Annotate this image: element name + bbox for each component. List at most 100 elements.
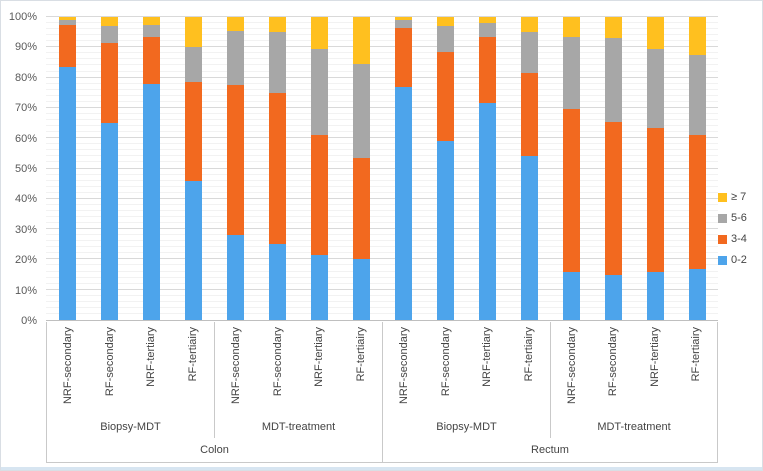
- bar-segment-0-2: [688, 268, 706, 320]
- minor-gridline: [46, 215, 718, 217]
- bar-slot: [214, 17, 256, 320]
- bar: [478, 17, 496, 320]
- bar-segment-≥ 7: [436, 17, 454, 27]
- bar-segment-3-4: [478, 36, 496, 104]
- legend-label: 3-4: [731, 233, 747, 245]
- bar-segment-5-6: [226, 30, 244, 86]
- bar: [268, 17, 286, 320]
- bar-segment-5-6: [310, 48, 328, 136]
- major-gridline: [46, 137, 718, 139]
- bar: [520, 17, 538, 320]
- bar-segment-0-2: [226, 235, 244, 320]
- legend-swatch: [718, 192, 727, 202]
- bar-label-slot: RF-tertiairy: [508, 322, 550, 416]
- bar-segment-5-6: [58, 20, 76, 25]
- bar-slot: [550, 17, 592, 320]
- minor-gridline: [46, 234, 718, 236]
- bar-segment-3-4: [352, 157, 370, 260]
- y-axis-tick-label: 50%: [14, 163, 37, 175]
- bar-segment-0-2: [58, 67, 76, 320]
- bar-segment-0-2: [310, 254, 328, 320]
- bar-slot: [676, 17, 718, 320]
- bar-segment-5-6: [478, 23, 496, 37]
- legend-item: 0-2: [718, 254, 760, 266]
- legend-label: 5-6: [731, 212, 747, 224]
- axis-subgroup-cell: NRF-secondary RF-secondary NRF-tertiary RF-…: [550, 322, 718, 438]
- bar-category-label: RF-secondary: [103, 327, 116, 397]
- bar-label-slot: NRF-tertiary: [299, 322, 341, 416]
- minor-gridline: [46, 119, 718, 121]
- bar-label-slot: RF-tertiairy: [340, 322, 382, 416]
- major-gridline: [46, 288, 718, 290]
- axis-subgroup-cell: NRF-secondary RF-secondary NRF-tertiary RF-…: [46, 322, 214, 438]
- bar-category-label: NRF-tertiary: [481, 327, 494, 387]
- minor-gridline: [46, 112, 718, 114]
- bar-segment-≥ 7: [646, 17, 664, 49]
- figure-bottom-border: [1, 467, 762, 470]
- bar-slot: [88, 17, 130, 320]
- y-axis-tick-label: 90%: [14, 41, 37, 54]
- bar-label-slot: NRF-tertiary: [467, 322, 509, 416]
- minor-gridline: [46, 203, 718, 205]
- y-axis-tick-label: 20%: [14, 254, 37, 267]
- minor-gridline: [46, 312, 718, 314]
- subgroup-label: Biopsy-MDT: [100, 421, 161, 433]
- bar-segment-3-4: [58, 24, 76, 67]
- y-axis-tick-label: 0%: [21, 315, 37, 327]
- minor-gridline: [46, 88, 718, 90]
- bar-label-slot: NRF-secondary: [47, 322, 89, 416]
- bar-segment-5-6: [436, 26, 454, 52]
- bar-slot: [130, 17, 172, 320]
- bar-category-label: NRF-tertiary: [145, 327, 158, 387]
- minor-gridline: [46, 125, 718, 127]
- legend-swatch: [718, 213, 727, 223]
- bar-segment-0-2: [520, 156, 538, 320]
- bar-slot: [340, 17, 382, 320]
- bar-segment-3-4: [520, 73, 538, 157]
- major-gridline: [46, 258, 718, 260]
- bar-segment-≥ 7: [142, 17, 160, 25]
- minor-gridline: [46, 276, 718, 278]
- bar: [352, 17, 370, 320]
- bar-slot: [298, 17, 340, 320]
- major-gridline: [46, 106, 718, 108]
- bar-segment-3-4: [436, 51, 454, 142]
- minor-gridline: [46, 161, 718, 163]
- bar-category-label: NRF-secondary: [229, 327, 242, 405]
- bar: [646, 17, 664, 320]
- bar-slot: [46, 17, 88, 320]
- axis-subgroup-cell: NRF-secondary RF-secondary NRF-tertiary RF-…: [214, 322, 382, 438]
- y-axis-tick-label: 70%: [14, 102, 37, 115]
- bar-category-label: RF-tertiairy: [187, 327, 200, 382]
- bar-segment-5-6: [142, 24, 160, 37]
- minor-gridline: [46, 64, 718, 66]
- bar-segment-5-6: [394, 20, 412, 28]
- bar-segment-≥ 7: [394, 17, 412, 21]
- bar-label-slot: NRF-secondary: [215, 322, 257, 416]
- minor-gridline: [46, 306, 718, 308]
- bar-segment-≥ 7: [688, 17, 706, 55]
- bar-segment-≥ 7: [520, 17, 538, 33]
- legend-swatch: [718, 255, 727, 265]
- bar: [58, 17, 76, 320]
- y-axis-tick-label: 40%: [14, 193, 37, 206]
- y-axis-tick-label: 30%: [14, 223, 37, 236]
- minor-gridline: [46, 94, 718, 96]
- bar-slot: [172, 17, 214, 320]
- minor-gridline: [46, 58, 718, 60]
- minor-gridline: [46, 52, 718, 54]
- legend-label: 0-2: [731, 254, 747, 266]
- minor-gridline: [46, 300, 718, 302]
- bar-segment-5-6: [268, 32, 286, 93]
- bar-label-slot: NRF-secondary: [551, 322, 593, 416]
- bar-label-slot: RF-secondary: [89, 322, 131, 416]
- bar: [310, 17, 328, 320]
- bar-segment-5-6: [646, 48, 664, 128]
- minor-gridline: [46, 28, 718, 30]
- bar-segment-0-2: [562, 271, 580, 320]
- bar: [562, 17, 580, 320]
- bar-category-label: RF-secondary: [439, 327, 452, 397]
- bar-segment-≥ 7: [268, 17, 286, 33]
- bar-slot: [382, 17, 424, 320]
